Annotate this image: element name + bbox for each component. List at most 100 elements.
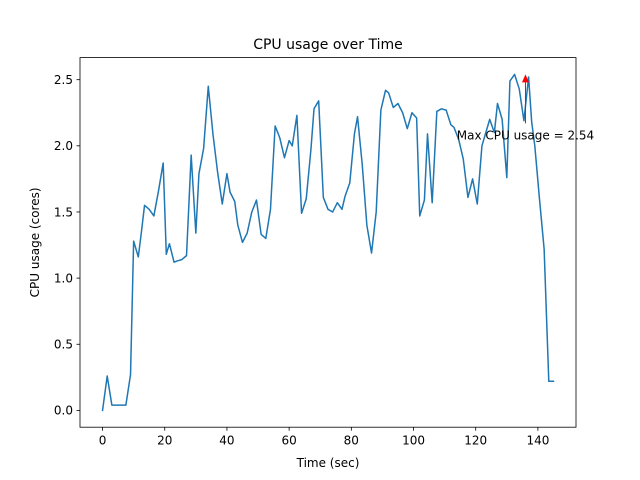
data-point: [306, 198, 307, 199]
data-point: [208, 86, 209, 87]
data-point: [149, 209, 150, 210]
data-point: [427, 133, 428, 134]
data-point: [528, 76, 529, 77]
data-point: [169, 243, 170, 244]
data-point: [345, 196, 346, 197]
plot-frame: [79, 57, 577, 428]
data-point: [158, 190, 159, 191]
data-point: [481, 145, 482, 146]
data-point: [453, 127, 454, 128]
data-point: [463, 158, 464, 159]
data-point: [141, 231, 142, 232]
y-tick-label: 0.5: [54, 338, 73, 352]
data-point: [523, 120, 524, 121]
data-point: [111, 405, 112, 406]
data-point: [177, 260, 178, 261]
data-point: [318, 100, 319, 101]
annotation-arrow-head: [521, 74, 529, 83]
data-point: [531, 121, 532, 122]
data-point: [376, 211, 377, 212]
data-point: [424, 199, 425, 200]
chart-title: CPU usage over Time: [253, 37, 403, 53]
data-point: [519, 88, 520, 89]
data-point: [506, 177, 507, 178]
x-tick-label: 20: [157, 434, 172, 448]
data-point: [349, 182, 350, 183]
annotation-layer: Max CPU usage = 2.54: [457, 74, 594, 142]
plot-area: [80, 57, 576, 428]
data-point: [450, 124, 451, 125]
y-tick-label: 1.5: [54, 205, 73, 219]
data-point: [397, 103, 398, 104]
x-tick-label: 60: [281, 434, 296, 448]
data-point: [548, 381, 549, 382]
data-point: [173, 262, 174, 263]
data-point: [261, 234, 262, 235]
data-point: [371, 252, 372, 253]
data-point: [265, 238, 266, 239]
data-point: [198, 173, 199, 174]
data-point: [385, 90, 386, 91]
x-tick-label: 140: [526, 434, 549, 448]
x-tick-label: 0: [99, 434, 107, 448]
data-point: [402, 112, 403, 113]
annotation-text: Max CPU usage = 2.54: [457, 128, 594, 142]
data-point: [441, 108, 442, 109]
data-point: [332, 211, 333, 212]
data-point: [289, 140, 290, 141]
data-point: [544, 248, 545, 249]
data-point: [357, 116, 358, 117]
data-point: [275, 125, 276, 126]
x-tick-label: 100: [402, 434, 425, 448]
data-point: [477, 203, 478, 204]
data-point: [354, 133, 355, 134]
data-point: [133, 240, 134, 241]
data-point: [251, 211, 252, 212]
data-point: [226, 173, 227, 174]
y-tick-label: 1.0: [54, 271, 73, 285]
data-point: [327, 209, 328, 210]
data-point: [497, 103, 498, 104]
data-point: [341, 209, 342, 210]
data-point: [247, 233, 248, 234]
ticks-layer: 0 20 40 60 80 100 120 140 0.0 0.5 1.0 1.5 2.0 2.5: [54, 73, 549, 448]
data-point: [337, 202, 338, 203]
data-point: [166, 254, 167, 255]
data-point: [138, 256, 139, 257]
data-point: [191, 154, 192, 155]
data-point: [144, 205, 145, 206]
data-point: [284, 157, 285, 158]
data-point: [296, 115, 297, 116]
data-point: [419, 215, 420, 216]
data-point: [388, 92, 389, 93]
data-point: [203, 148, 204, 149]
data-point: [514, 74, 515, 75]
data-point: [181, 259, 182, 260]
data-point: [195, 233, 196, 234]
data-point: [217, 172, 218, 173]
data-point: [270, 209, 271, 210]
data-point: [502, 119, 503, 120]
data-point: [407, 128, 408, 129]
y-tick-label: 0.0: [54, 404, 73, 418]
data-point: [534, 145, 535, 146]
data-point: [489, 119, 490, 120]
data-point: [242, 242, 243, 243]
data-point: [222, 203, 223, 204]
y-tick-label: 2.0: [54, 139, 73, 153]
data-point: [234, 201, 235, 202]
data-point: [107, 375, 108, 376]
data-point: [380, 110, 381, 111]
data-point: [467, 197, 468, 198]
data-point: [393, 107, 394, 108]
data-point: [416, 117, 417, 118]
data-point: [163, 162, 164, 163]
x-axis-label: Time (sec): [296, 456, 360, 470]
series-layer: [101, 73, 555, 412]
data-point: [229, 192, 230, 193]
data-point: [432, 202, 433, 203]
data-point: [310, 149, 311, 150]
data-point: [292, 145, 293, 146]
data-point: [411, 112, 412, 113]
data-point: [539, 198, 540, 199]
